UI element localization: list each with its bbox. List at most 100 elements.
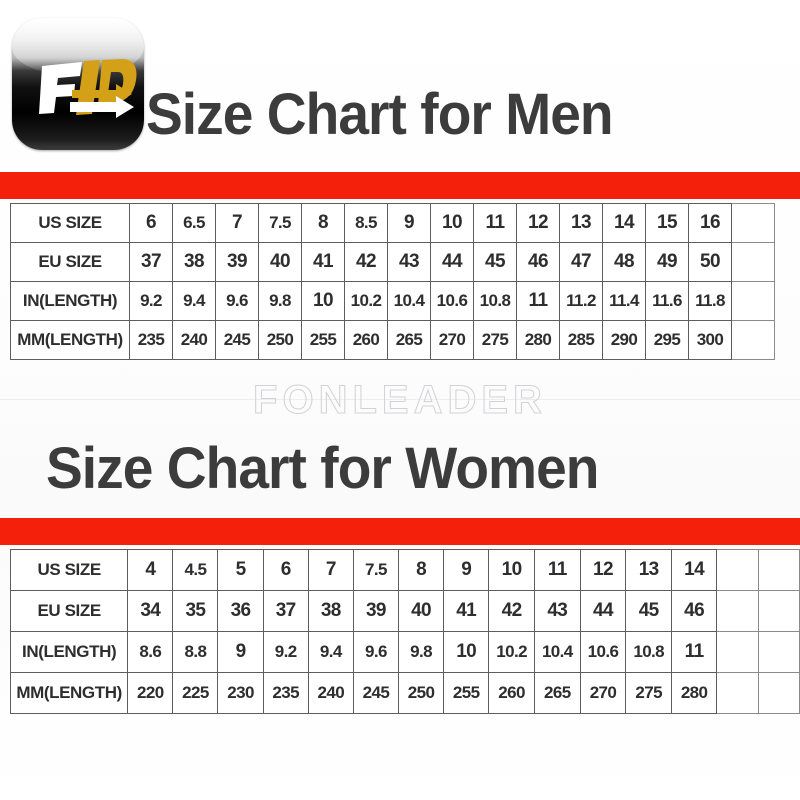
cell: 10.6 <box>579 631 627 673</box>
cell: 39 <box>352 590 399 632</box>
cell: 240 <box>307 672 354 714</box>
cell: 41 <box>443 590 490 632</box>
cell: 9.2 <box>262 631 309 673</box>
cell: 45 <box>625 590 673 632</box>
cell: 275 <box>625 672 673 714</box>
cell-empty <box>731 242 775 282</box>
cell: 11.4 <box>602 281 646 321</box>
cell: 275 <box>473 320 517 360</box>
cell: 9.2 <box>129 281 173 321</box>
cell: 39 <box>215 242 259 282</box>
cell: 40 <box>397 590 445 632</box>
cell: 9.4 <box>307 631 354 673</box>
size-table-men-wrapper: US SIZE 6 6.5 7 7.5 8 8.5 9 10 11 12 13 … <box>10 203 775 360</box>
cell: 290 <box>602 320 646 360</box>
cell: 37 <box>262 590 309 632</box>
cell-empty <box>716 590 759 632</box>
cell: 260 <box>344 320 388 360</box>
row-label-eu-size: EU SIZE <box>9 590 129 632</box>
cell: 13 <box>559 203 603 243</box>
cell: 9.8 <box>397 631 445 673</box>
cell: 7.5 <box>352 549 399 591</box>
cell: 10.8 <box>625 631 673 673</box>
cell: 11.6 <box>645 281 689 321</box>
cell: 38 <box>172 242 216 282</box>
row-label-us-size: US SIZE <box>9 549 129 591</box>
cell: 230 <box>217 672 264 714</box>
cell: 10.8 <box>473 281 517 321</box>
cell: 10.2 <box>488 631 535 673</box>
cell: 245 <box>352 672 399 714</box>
cell: 9 <box>217 631 264 673</box>
cell-empty <box>731 203 775 243</box>
size-table-men-body: US SIZE 6 6.5 7 7.5 8 8.5 9 10 11 12 13 … <box>10 203 775 360</box>
cell: 8 <box>397 549 445 591</box>
cell: 9.4 <box>172 281 216 321</box>
cell: 270 <box>430 320 474 360</box>
red-divider-women <box>0 518 800 545</box>
cell: 11 <box>516 281 560 321</box>
cell: 42 <box>488 590 535 632</box>
cell: 9.8 <box>258 281 302 321</box>
cell: 11 <box>473 203 517 243</box>
cell: 11.8 <box>688 281 732 321</box>
fid-logo-mark <box>39 59 137 118</box>
size-table-men: US SIZE 6 6.5 7 7.5 8 8.5 9 10 11 12 13 … <box>10 203 775 360</box>
cell: 235 <box>262 672 309 714</box>
cell: 43 <box>533 590 581 632</box>
cell: 6 <box>262 549 309 591</box>
cell: 9 <box>387 203 431 243</box>
cell: 48 <box>602 242 646 282</box>
cell: 265 <box>387 320 431 360</box>
cell: 8.6 <box>127 631 174 673</box>
cell-empty <box>757 672 800 714</box>
row-label-mm-length: MM(LENGTH) <box>10 320 130 360</box>
cell: 6 <box>129 203 173 243</box>
cell: 37 <box>129 242 173 282</box>
cell: 4.5 <box>172 549 219 591</box>
table-row: US SIZE 6 6.5 7 7.5 8 8.5 9 10 11 12 13 … <box>10 203 775 243</box>
cell: 250 <box>397 672 445 714</box>
cell: 50 <box>688 242 732 282</box>
cell: 9.6 <box>352 631 399 673</box>
watermark: FONLEADER <box>253 378 547 423</box>
cell: 47 <box>559 242 603 282</box>
cell-empty <box>757 549 800 591</box>
cell: 8.8 <box>172 631 219 673</box>
cell: 11 <box>671 631 718 673</box>
cell: 46 <box>516 242 560 282</box>
cell: 255 <box>301 320 345 360</box>
cell: 10.6 <box>430 281 474 321</box>
table-row: MM(LENGTH) 235 240 245 250 255 260 265 2… <box>10 320 775 360</box>
cell: 7.5 <box>258 203 302 243</box>
cell: 265 <box>533 672 581 714</box>
table-row: EU SIZE 37 38 39 40 41 42 43 44 45 46 47… <box>10 242 775 282</box>
cell: 4 <box>127 549 174 591</box>
table-row: IN(LENGTH) 9.2 9.4 9.6 9.8 10 10.2 10.4 … <box>10 281 775 321</box>
header: Size Chart for Men <box>0 0 800 172</box>
size-table-women-body: US SIZE 4 4.5 5 6 7 7.5 8 9 10 11 12 13 … <box>9 549 800 714</box>
cell: 41 <box>301 242 345 282</box>
page-title-women: Size Chart for Women <box>46 436 599 501</box>
cell: 13 <box>625 549 673 591</box>
cell: 14 <box>602 203 646 243</box>
cell: 245 <box>215 320 259 360</box>
cell: 44 <box>430 242 474 282</box>
cell: 11 <box>533 549 581 591</box>
table-row: IN(LENGTH) 8.6 8.8 9 9.2 9.4 9.6 9.8 10 … <box>9 631 800 673</box>
cell-empty <box>731 320 775 360</box>
cell: 11.2 <box>559 281 603 321</box>
cell: 14 <box>671 549 718 591</box>
cell: 10 <box>301 281 345 321</box>
red-divider-men <box>0 172 800 199</box>
cell-empty <box>716 549 759 591</box>
cell: 255 <box>443 672 490 714</box>
cell: 40 <box>258 242 302 282</box>
cell: 15 <box>645 203 689 243</box>
cell: 43 <box>387 242 431 282</box>
fid-app-icon <box>12 18 144 150</box>
cell: 35 <box>172 590 219 632</box>
cell: 220 <box>127 672 174 714</box>
cell: 38 <box>307 590 354 632</box>
